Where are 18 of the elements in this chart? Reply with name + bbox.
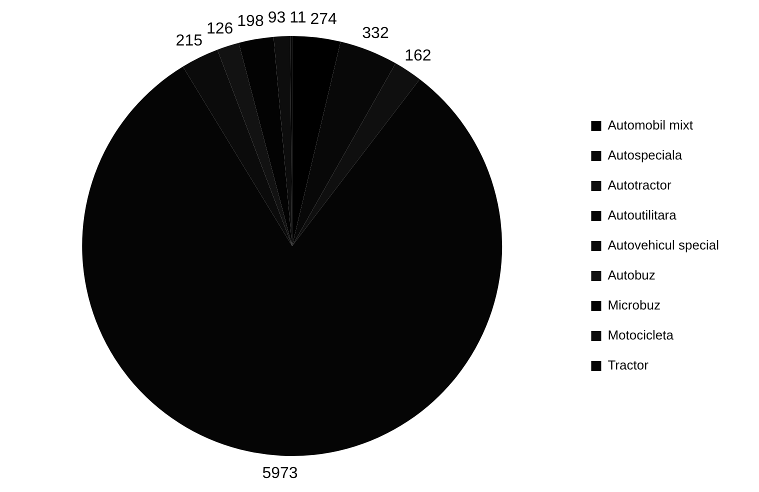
data-label: 198 (237, 12, 264, 30)
legend-label: Automobil mixt (608, 118, 694, 133)
data-label: 215 (176, 32, 203, 50)
legend-label: Autoutilitara (608, 208, 678, 223)
legend-label: Microbuz (608, 298, 660, 313)
data-label: 93 (268, 10, 286, 27)
data-label: 5973 (262, 465, 298, 482)
legend-label: Autospeciala (608, 148, 683, 163)
legend-label: Motocicleta (608, 328, 674, 343)
legend-label: Autobuz (608, 268, 656, 283)
data-label: 274 (310, 10, 338, 28)
data-label: 11 (290, 9, 306, 26)
data-label: 162 (404, 47, 432, 64)
legend-label: Tractor (608, 358, 650, 373)
data-label: 332 (362, 25, 389, 42)
data-label: 126 (206, 20, 234, 38)
legend-label: Autovehicul special (608, 238, 720, 253)
legend-label: Autotractor (608, 178, 672, 193)
